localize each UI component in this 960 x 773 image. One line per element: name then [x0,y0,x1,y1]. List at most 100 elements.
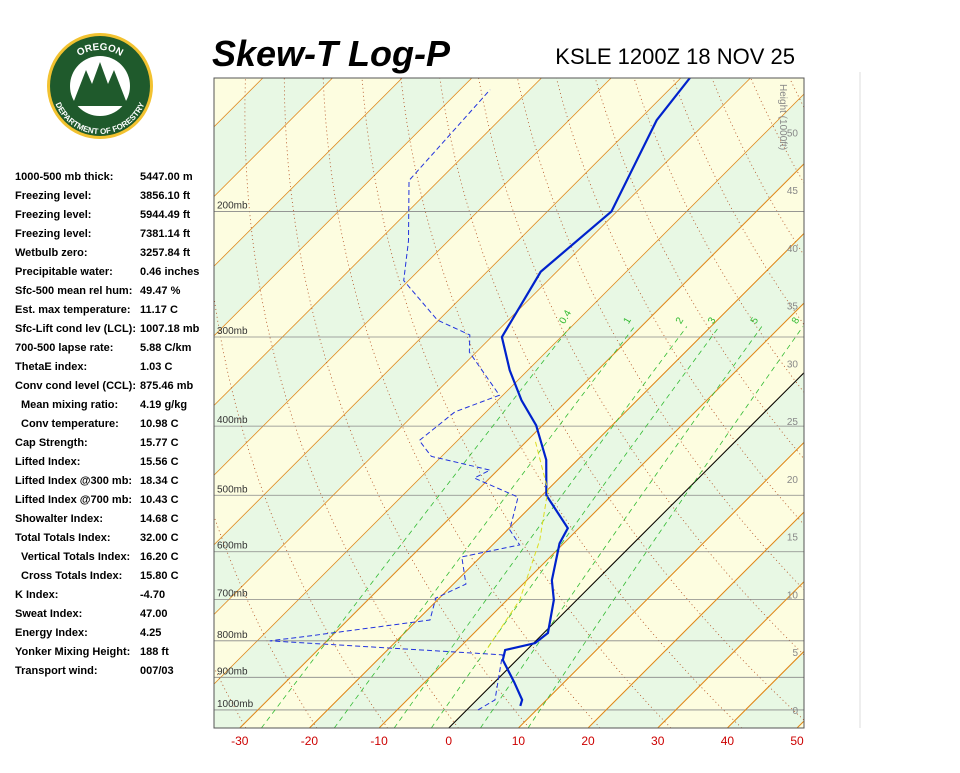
logo-top-text: OREGON [75,42,125,59]
stat-value: 14.68 C [140,513,179,525]
stat-label: Sfc-500 mean rel hum: [15,285,132,297]
stat-value: 5.88 C/km [140,342,192,354]
pressure-label: 700mb [217,588,248,599]
stat-label: Energy Index: [15,627,88,639]
plot-area [214,78,804,728]
stat-value: 1.03 C [140,361,172,373]
stat-value: 32.00 C [140,532,179,544]
isotherm-tick [587,511,804,728]
dry-adiabat [400,78,743,728]
isotherm [214,78,333,198]
stat-label: Conv temperature: [21,418,119,430]
isotherm [214,78,473,337]
stat-label: Yonker Mixing Height: [15,646,130,658]
mixing-ratio-label: 8 [790,315,803,326]
height-tick-label: 35 [787,302,799,313]
isotherm [214,78,612,476]
logo-trees [72,62,128,106]
stat-label: Showalter Index: [15,513,103,525]
stat-value: -4.70 [140,589,165,601]
isotherm-tick [378,302,804,728]
stat-label: K Index: [15,589,58,601]
stat-label: 700-500 lapse rate: [15,342,113,354]
sounding-line [269,89,521,711]
pressure-label: 1000mb [217,699,254,710]
chart-subtitle: KSLE 1200Z 18 NOV 25 [555,44,795,69]
stat-value: 47.00 [140,608,168,620]
height-tick-label: 30 [787,359,799,370]
dry-adiabat [906,78,960,728]
dry-adiabat [789,78,804,109]
labels: 1000mb 900mb 800mb 700mb 600mb 500mb 400mb 300m… [217,84,804,748]
mixing-ratio-label: 2 [674,315,687,326]
stat-value: 15.56 C [140,456,179,468]
stat-value: 18.34 C [140,475,179,487]
stat-label: Cap Strength: [15,437,88,449]
x-tick-label: 0 [445,734,452,748]
x-tick-label: 40 [721,734,735,748]
isotherm-tick [448,372,804,728]
pressure-label: 900mb [217,666,248,677]
dry-adiabat [439,78,804,721]
stat-value: 16.20 C [140,551,179,563]
x-tick-label: 30 [651,734,665,748]
stat-value: 49.47 % [140,285,181,297]
stats-table: 1000-500 mb thick: 5447.00 m Freezing leve… [15,171,200,677]
stat-label: Wetbulb zero: [15,247,88,259]
stat-value: 15.80 C [140,570,179,582]
pressure-label: 200mb [217,200,248,211]
stat-value: 0.46 inches [140,266,199,278]
pressure-label: 300mb [217,326,248,337]
stat-value: 1007.18 mb [140,323,200,335]
stat-value: 188 ft [140,646,169,658]
stat-value: 875.46 mb [140,380,193,392]
mixing-ratio-label: 1 [622,315,635,326]
stat-value: 10.98 C [140,418,179,430]
x-tick-label: -20 [301,734,319,748]
isotherm [214,78,682,546]
logo: OREGON DEPARTMENT OF FORESTRY [47,33,153,139]
isotherm [214,78,751,616]
dry-adiabat [478,78,804,656]
height-tick-label: 15 [787,533,799,544]
dry-adiabat [945,78,960,728]
height-tick-label: 0 [792,706,798,717]
isotherm-tick [239,163,804,728]
stat-label: Freezing level: [15,190,91,202]
isotherm [214,78,542,407]
stat-value: 5447.00 m [140,171,193,183]
x-tick-label: -10 [370,734,388,748]
stat-value: 7381.14 ft [140,228,190,240]
x-tick-label: 10 [512,734,526,748]
mixing-ratio-label: 5 [749,315,762,326]
stat-label: ThetaE index: [15,361,87,373]
isotherm [867,78,960,728]
chart-title: Skew-T Log-P [212,33,451,74]
mixing-ratio-line [480,326,763,728]
stat-label: Freezing level: [15,209,91,221]
mixing-ratio-line [527,326,804,728]
plot-frame [213,77,805,729]
logo-top: OREGON [75,42,125,59]
x-tick-label: -30 [231,734,249,748]
temperature-band [797,721,804,728]
height-tick-label: 20 [787,475,799,486]
dry-adiabat [828,78,960,728]
height-tick-label: 10 [787,590,799,601]
pressure-label: 400mb [217,415,248,426]
dry-adiabat [594,78,804,460]
isotherm-tick [796,720,804,728]
dry-adiabat [322,78,601,728]
dry-adiabat [244,78,459,728]
isotherm [796,720,804,728]
stat-label: Sfc-Lift cond lev (LCL): [15,323,136,335]
stat-label: Cross Totals Index: [21,570,122,582]
temperature-band [214,78,804,685]
dry-adiabat [214,294,388,728]
mixing-ratio-label: 3 [706,315,719,326]
stat-value: 4.19 g/kg [140,399,187,411]
stat-label: Mean mixing ratio: [21,399,118,411]
stat-value: 3257.84 ft [140,247,190,259]
